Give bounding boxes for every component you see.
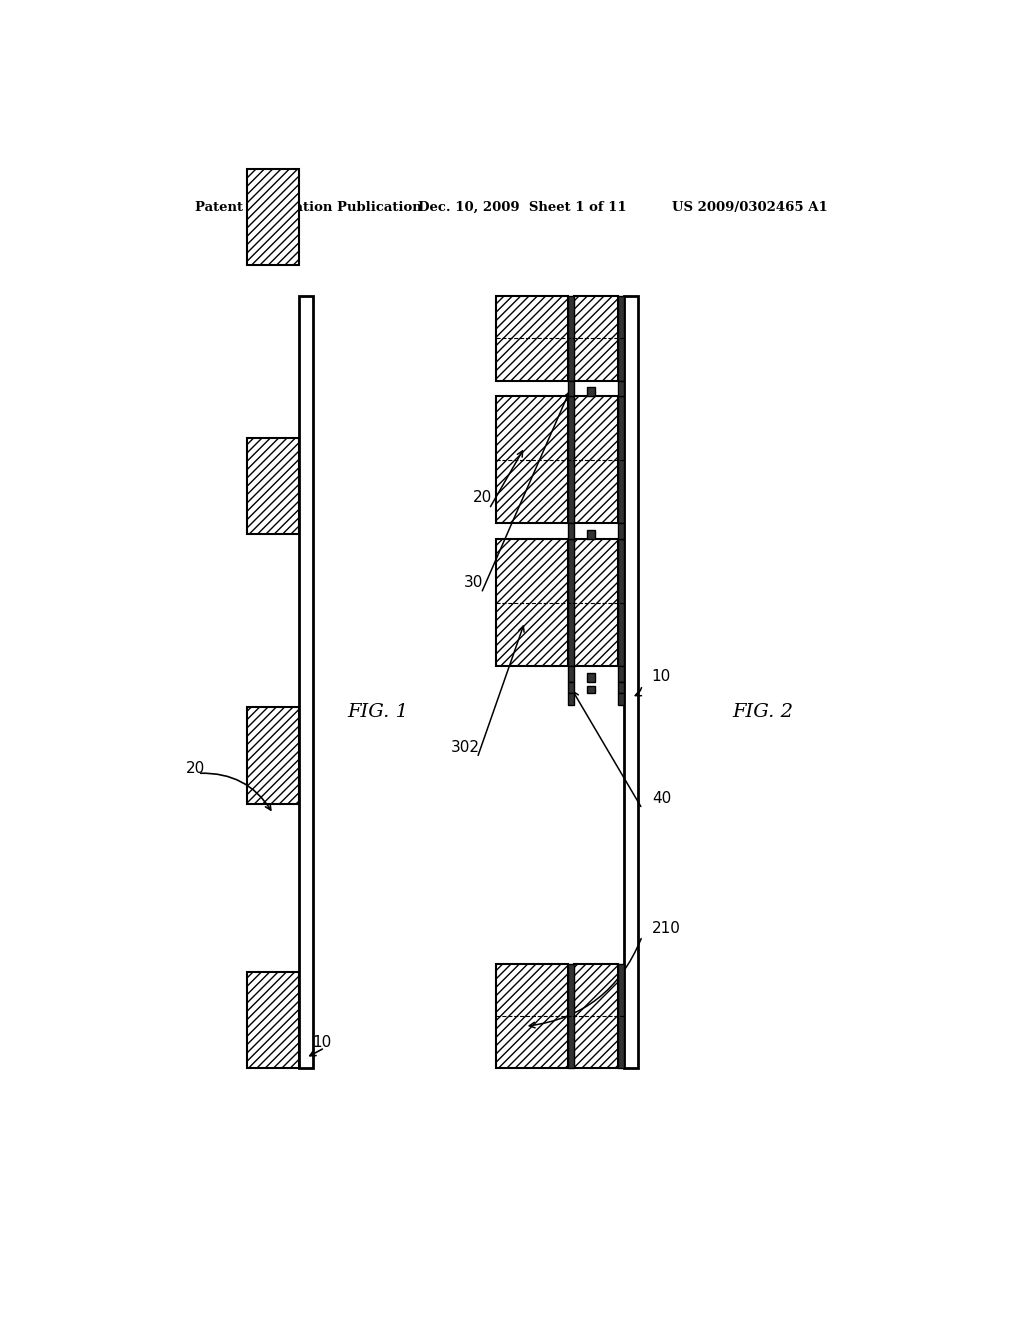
- Text: 40: 40: [652, 791, 671, 807]
- Bar: [587, 387, 595, 396]
- Bar: [617, 682, 624, 693]
- Text: 20: 20: [473, 490, 493, 506]
- Bar: [247, 972, 299, 1068]
- Bar: [587, 529, 595, 539]
- Bar: [247, 169, 299, 265]
- Bar: [497, 396, 567, 524]
- Bar: [567, 296, 574, 380]
- Bar: [567, 524, 574, 539]
- Bar: [624, 296, 638, 1068]
- Bar: [497, 539, 567, 667]
- Text: 20: 20: [185, 760, 205, 776]
- Text: FIG. 2: FIG. 2: [732, 704, 794, 721]
- Bar: [497, 296, 567, 380]
- Bar: [574, 296, 617, 380]
- Bar: [567, 380, 574, 396]
- Bar: [567, 539, 574, 667]
- Bar: [299, 296, 313, 1068]
- Text: 10: 10: [312, 1035, 332, 1051]
- Bar: [574, 396, 617, 524]
- Bar: [617, 964, 624, 1068]
- Bar: [617, 524, 624, 539]
- Text: 10: 10: [652, 669, 671, 684]
- Text: 302: 302: [451, 741, 480, 755]
- Bar: [617, 693, 624, 705]
- Text: Patent Application Publication: Patent Application Publication: [196, 201, 422, 214]
- Text: 30: 30: [464, 574, 483, 590]
- Bar: [587, 686, 595, 693]
- Text: FIG. 1: FIG. 1: [347, 704, 409, 721]
- Bar: [247, 708, 299, 804]
- Bar: [587, 673, 595, 682]
- Bar: [574, 539, 617, 667]
- Bar: [567, 964, 574, 1068]
- Text: Dec. 10, 2009  Sheet 1 of 11: Dec. 10, 2009 Sheet 1 of 11: [418, 201, 627, 214]
- Bar: [617, 539, 624, 667]
- Bar: [617, 396, 624, 524]
- Bar: [567, 682, 574, 693]
- Bar: [617, 667, 624, 682]
- Bar: [617, 296, 624, 380]
- Text: US 2009/0302465 A1: US 2009/0302465 A1: [672, 201, 827, 214]
- Bar: [567, 667, 574, 682]
- Text: 210: 210: [652, 921, 681, 936]
- Bar: [247, 438, 299, 535]
- Bar: [617, 380, 624, 396]
- Bar: [567, 693, 574, 705]
- Bar: [497, 964, 567, 1068]
- Bar: [567, 396, 574, 524]
- Bar: [574, 964, 617, 1068]
